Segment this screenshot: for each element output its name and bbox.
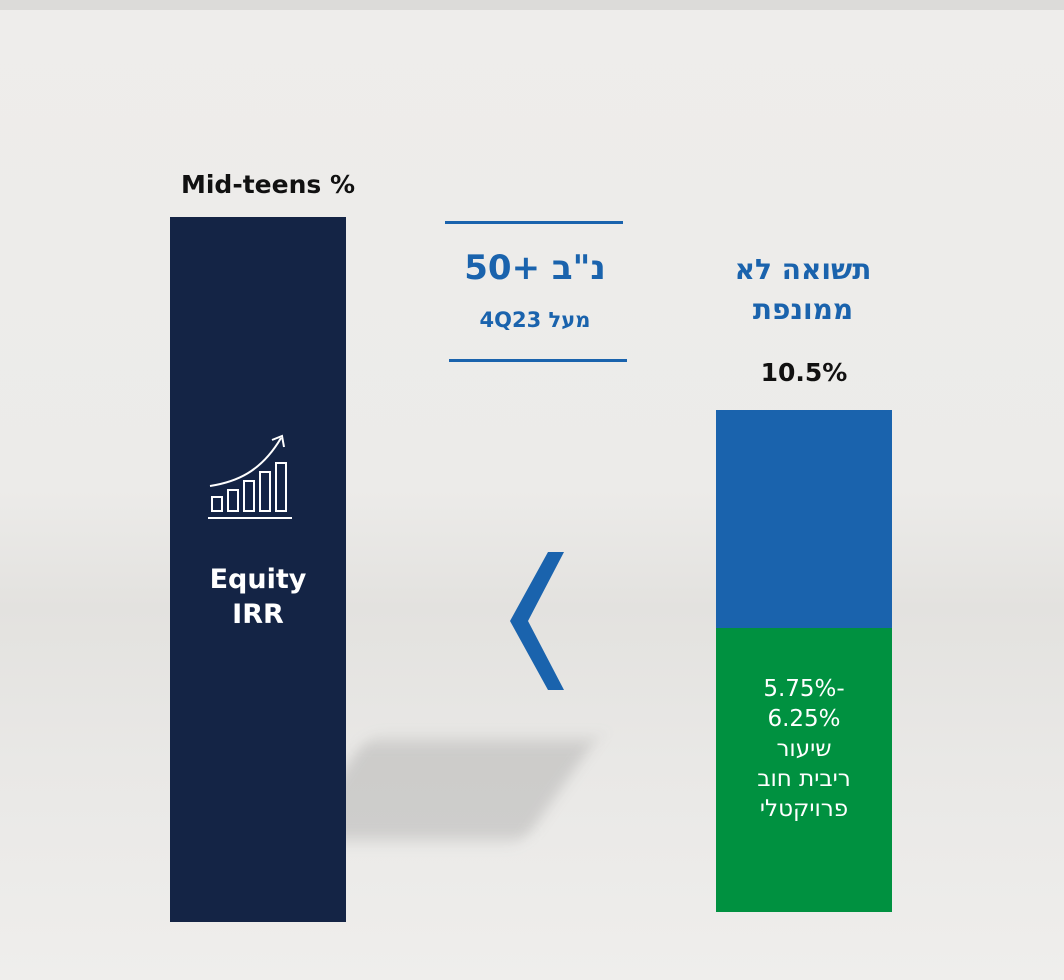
range-line: 5.75%- <box>716 674 892 704</box>
range-line: 6.25% <box>716 704 892 734</box>
bar-label-line: ריבית חוב <box>716 764 892 794</box>
top-band <box>0 0 1064 10</box>
bar-label-line: IRR <box>170 597 346 632</box>
bar-label-line: שיעור <box>716 734 892 764</box>
bar-label-line: Equity <box>170 562 346 597</box>
left-bar: Equity IRR <box>170 217 346 922</box>
divider <box>445 221 623 224</box>
bar-label: Equity IRR <box>170 562 346 632</box>
subline: מעל 4Q23 <box>430 308 640 332</box>
chevron <box>508 552 564 690</box>
right-title-line: תשואה לא <box>690 250 916 290</box>
left-label: Mid-teens % <box>150 170 386 199</box>
right-title: תשואה לא ממונפת <box>690 250 916 330</box>
headline: נ"ב +50 <box>430 248 640 288</box>
divider <box>449 359 627 362</box>
growth-icon <box>206 432 296 528</box>
right-title-line: ממונפת <box>690 290 916 330</box>
unlevered-bar <box>716 410 892 628</box>
debt-bar: 5.75%- 6.25% שיעור ריבית חוב פרויקטלי <box>716 628 892 912</box>
right-value: 10.5% <box>716 358 892 387</box>
slide: Mid-teens % Equity IRR נ"ב +50 מעל 4Q23 … <box>0 0 1064 980</box>
bar-label-line: פרויקטלי <box>716 794 892 824</box>
